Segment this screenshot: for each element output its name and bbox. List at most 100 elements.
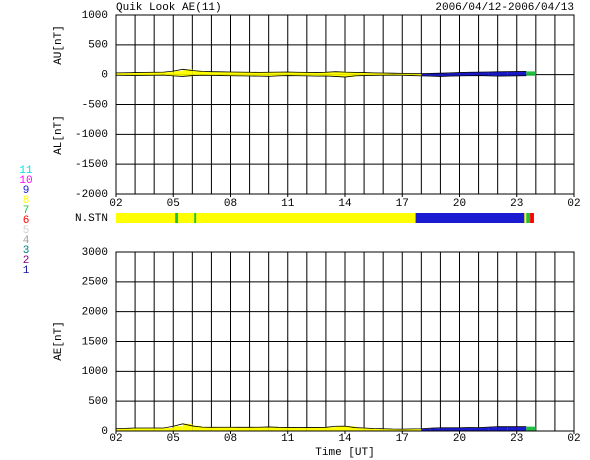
data-bar <box>507 74 517 76</box>
series-line <box>115 68 527 74</box>
data-bar <box>182 69 193 75</box>
x-tick-label: 02 <box>109 198 122 210</box>
y-tick-label: 3000 <box>82 247 108 259</box>
data-bar <box>345 74 355 78</box>
data-bar <box>345 72 355 75</box>
x-tick-label: 11 <box>281 198 295 210</box>
x-tick-label: 05 <box>167 433 180 445</box>
data-bar <box>497 74 508 77</box>
station-legend-label: 6 <box>23 215 30 227</box>
station-legend-label: 9 <box>23 185 30 197</box>
y-tick-label: 2500 <box>82 277 108 289</box>
station-segment <box>530 213 534 223</box>
data-bar <box>335 426 345 431</box>
chart-title: Quik Look AE(11) <box>116 2 222 14</box>
data-bar <box>249 427 260 431</box>
data-bar <box>354 427 365 431</box>
x-tick-label: 08 <box>224 198 237 210</box>
data-bar <box>220 71 231 75</box>
data-bar <box>497 426 508 431</box>
data-bar <box>268 74 279 77</box>
data-bar <box>459 74 470 76</box>
data-bar <box>488 71 498 75</box>
data-bar <box>278 427 288 431</box>
data-bar <box>125 72 136 75</box>
data-bar <box>230 71 241 75</box>
x-tick-label: 20 <box>453 433 466 445</box>
data-bar <box>430 428 441 431</box>
y-tick-label: -500 <box>82 99 108 111</box>
data-bar <box>306 427 317 431</box>
data-bar <box>182 423 193 431</box>
plot-frame <box>115 251 575 432</box>
x-axis-label: Time [UT] <box>315 447 374 459</box>
data-bar <box>144 72 155 75</box>
data-bar <box>345 426 355 431</box>
data-bar <box>421 74 431 76</box>
data-bar <box>402 73 412 75</box>
series-line <box>115 74 527 78</box>
x-tick-label: 02 <box>567 198 580 210</box>
station-segment <box>415 213 525 223</box>
y-tick-label: 1000 <box>82 10 108 22</box>
data-bar <box>373 428 384 431</box>
station-legend-label: 8 <box>23 195 30 207</box>
data-bar <box>507 71 517 75</box>
data-bar <box>173 71 183 75</box>
station-legend-label: 7 <box>23 205 30 217</box>
plot-frame <box>115 14 575 195</box>
station-legend-label: 3 <box>23 245 30 257</box>
station-segment <box>524 213 527 223</box>
data-bar <box>173 426 183 431</box>
station-legend-label: 2 <box>23 255 30 267</box>
station-segment <box>194 213 197 223</box>
data-bar <box>449 74 460 77</box>
data-bar <box>211 427 221 431</box>
x-tick-label: 02 <box>567 433 580 445</box>
data-bar <box>488 74 498 76</box>
data-bar <box>268 72 279 75</box>
x-tick-label: 20 <box>453 198 466 210</box>
data-bar <box>383 428 393 431</box>
data-bar <box>154 72 164 75</box>
data-bar <box>478 427 489 431</box>
y-axis-label: AL[nT] <box>53 115 65 155</box>
y-tick-label: 0 <box>101 426 108 438</box>
data-bar <box>240 427 250 431</box>
data-bar <box>297 427 307 431</box>
station-legend-label: 4 <box>23 235 30 247</box>
data-bar <box>287 74 298 76</box>
data-bar <box>383 72 393 75</box>
data-bar <box>240 74 250 76</box>
data-bar <box>402 429 412 431</box>
data-bar <box>135 72 145 75</box>
data-bar <box>163 72 174 75</box>
data-bar <box>440 74 450 77</box>
data-bar <box>516 426 527 431</box>
data-bar <box>240 72 250 75</box>
data-bar <box>392 429 403 431</box>
data-bar <box>526 74 536 76</box>
data-bar <box>497 71 508 75</box>
data-bar <box>287 427 298 431</box>
data-bar <box>526 426 536 431</box>
data-bar <box>230 74 241 76</box>
data-bar <box>469 72 479 75</box>
station-legend-label: 10 <box>19 175 32 187</box>
x-tick-label: 17 <box>396 198 409 210</box>
y-tick-label: -2000 <box>75 189 108 201</box>
data-bar <box>411 428 422 431</box>
data-bar <box>173 74 183 76</box>
data-bar <box>325 74 336 76</box>
data-bar <box>335 74 345 77</box>
station-label: N.STN <box>75 213 108 225</box>
data-bar <box>278 72 288 75</box>
data-bar <box>220 427 231 431</box>
data-bar <box>182 74 193 77</box>
date-range: 2006/04/12-2006/04/13 <box>435 2 574 14</box>
data-bar <box>297 72 307 75</box>
data-bar <box>430 74 441 77</box>
